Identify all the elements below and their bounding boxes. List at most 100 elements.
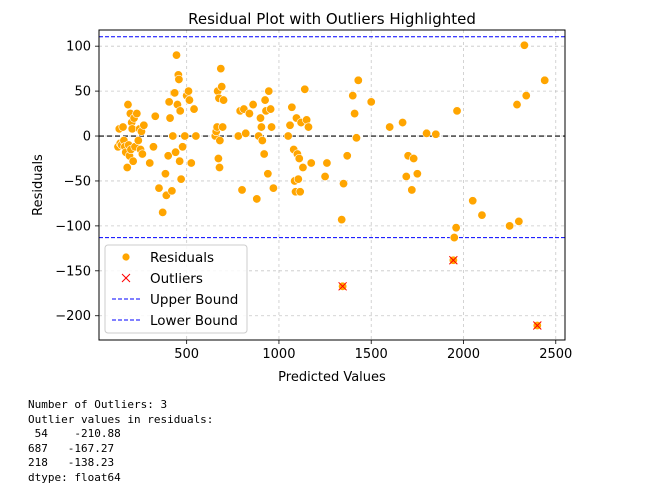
console-line-header: Outlier values in residuals: xyxy=(28,412,214,426)
y-tick-label: 0 xyxy=(83,130,91,145)
x-tick-label: 500 xyxy=(174,347,199,362)
residual-point xyxy=(451,223,461,233)
residual-point xyxy=(123,100,133,110)
console-line-outlier-1: 54 -210.88 xyxy=(28,427,121,441)
legend: Residuals Outliers Upper Bound Lower Bou… xyxy=(104,244,248,334)
chart-title: Residual Plot with Outliers Highlighted xyxy=(188,10,476,28)
x-tick-label: 2000 xyxy=(447,347,480,362)
residual-point xyxy=(339,179,349,189)
residual-point xyxy=(514,216,524,226)
residual-point xyxy=(215,162,225,172)
y-tick-label: 100 xyxy=(66,40,91,55)
console-line-outlier-count: Number of Outliers: 3 xyxy=(28,398,168,411)
x-tick-label: 1500 xyxy=(355,347,388,362)
console-line-dtype: dtype: float64 xyxy=(28,470,121,484)
residual-point xyxy=(449,233,459,243)
residual-point xyxy=(320,171,330,181)
residual-point xyxy=(468,196,478,206)
residual-point xyxy=(337,215,347,225)
residual-point xyxy=(264,86,274,96)
residual-point xyxy=(186,158,196,168)
residual-point xyxy=(260,95,270,105)
residual-scatter-chart: 500 1000 1500 2000 2500 −200 −150 −100 −50 0 50 100… xyxy=(31,10,572,385)
outlier-marker xyxy=(338,281,347,291)
residual-point xyxy=(306,158,316,168)
residual-point xyxy=(257,136,267,146)
console-line-outlier-3: 218 -138.23 xyxy=(28,456,115,470)
residual-point xyxy=(431,129,441,139)
residual-point xyxy=(521,91,531,101)
residual-point xyxy=(283,131,293,141)
residual-point xyxy=(519,40,529,50)
x-tick-label: 2500 xyxy=(539,347,572,362)
residual-point xyxy=(342,151,352,161)
outlier-marker-stroke xyxy=(532,321,542,330)
plot-frame xyxy=(98,29,566,341)
residual-point xyxy=(175,156,185,166)
residual-point xyxy=(401,171,411,181)
legend-lower-bound-label: Lower Bound xyxy=(150,313,238,329)
residual-point xyxy=(216,64,226,74)
residual-point xyxy=(422,128,432,138)
residual-point xyxy=(351,133,361,143)
residual-point xyxy=(148,142,158,152)
residual-point xyxy=(241,128,251,138)
console-line-outlier-2: 687 -167.27 xyxy=(28,441,115,455)
residual-point xyxy=(150,111,160,121)
residual-point xyxy=(180,131,190,141)
residual-point xyxy=(285,120,295,130)
residual-point xyxy=(133,136,143,146)
residual-point xyxy=(350,109,360,119)
y-tick-label: −200 xyxy=(55,309,91,324)
console-output: Number of Outliers: 3 Outlier values in … xyxy=(28,398,213,486)
residual-point xyxy=(266,104,276,114)
residual-point xyxy=(267,122,277,132)
residual-point xyxy=(172,50,182,60)
y-tick-label: −150 xyxy=(55,264,91,279)
residual-point xyxy=(168,131,178,141)
legend-outliers-label: Outliers xyxy=(150,271,203,287)
residual-point xyxy=(452,106,462,116)
residual-point xyxy=(219,95,229,105)
residual-point xyxy=(477,210,487,220)
residual-point xyxy=(366,97,376,107)
residual-point xyxy=(184,95,194,105)
residual-point xyxy=(154,183,164,193)
residual-point xyxy=(122,162,132,172)
legend-upper-bound-label: Upper Bound xyxy=(150,292,238,308)
residual-point xyxy=(385,122,395,132)
residual-point xyxy=(298,162,308,172)
outlier-marker-stroke xyxy=(448,255,458,265)
residual-point xyxy=(145,158,155,168)
residual-point xyxy=(295,187,305,197)
residual-point xyxy=(512,100,522,110)
reference-lines xyxy=(99,36,565,239)
residual-point xyxy=(170,88,180,98)
residual-point xyxy=(287,102,297,112)
residual-point xyxy=(255,113,265,123)
residual-point xyxy=(248,100,258,110)
residual-point xyxy=(132,109,142,119)
residual-point xyxy=(256,122,266,132)
residual-point xyxy=(191,131,201,141)
residual-point xyxy=(294,153,304,163)
x-tick-label: 1000 xyxy=(262,347,295,362)
residual-point xyxy=(218,122,228,132)
residual-point xyxy=(268,183,278,193)
outlier-marker-stroke xyxy=(338,281,347,291)
residual-point xyxy=(128,156,138,166)
residual-point xyxy=(348,91,358,101)
residual-point xyxy=(303,122,313,132)
outlier-markers xyxy=(338,255,542,330)
legend-residuals-marker xyxy=(121,252,131,262)
y-tick-label: 50 xyxy=(74,85,91,100)
residual-point xyxy=(505,221,515,231)
residual-point xyxy=(167,186,177,196)
residual-point xyxy=(409,153,419,163)
residual-point xyxy=(322,158,332,168)
residual-point xyxy=(189,104,199,114)
outlier-marker xyxy=(532,321,542,330)
residual-point xyxy=(137,149,147,159)
y-tick-label: −100 xyxy=(55,219,91,234)
residual-point xyxy=(540,75,550,85)
